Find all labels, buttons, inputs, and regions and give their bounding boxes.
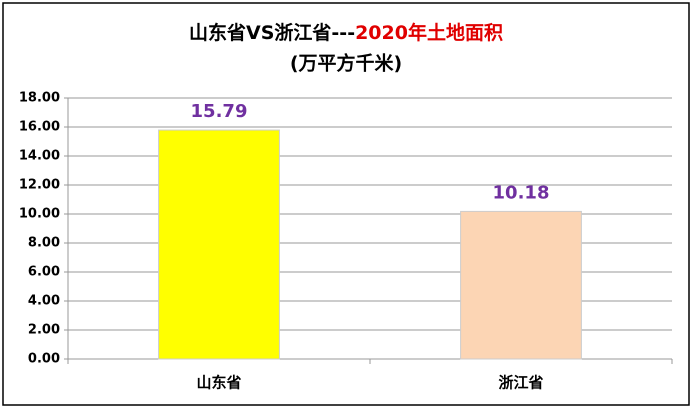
title-part: 山东省VS浙江省--- [189, 21, 355, 44]
x-tick-label: 山东省 [196, 374, 241, 392]
chart-subtitle: (万平方千米) [290, 52, 402, 75]
bar [460, 210, 582, 360]
y-tick-label: 8.00 [28, 236, 60, 251]
x-tick-label: 浙江省 [498, 374, 543, 392]
y-tick-label: 2.00 [28, 323, 60, 338]
y-tick-label: 10.00 [19, 207, 60, 222]
y-tick-label: 6.00 [28, 265, 60, 280]
y-tick-label: 18.00 [19, 91, 60, 106]
y-tick-label: 4.00 [28, 294, 60, 309]
chart-title: 山东省VS浙江省---2020年土地面积 [189, 21, 503, 44]
y-tick-label: 0.00 [28, 352, 60, 367]
value-label: 10.18 [493, 182, 550, 203]
y-tick-label: 16.00 [19, 120, 60, 135]
y-tick-label: 12.00 [19, 178, 60, 193]
value-label: 15.79 [191, 101, 248, 122]
y-tick-label: 14.00 [19, 149, 60, 164]
title-part: 2020年土地面积 [355, 21, 503, 44]
bar [158, 129, 280, 360]
